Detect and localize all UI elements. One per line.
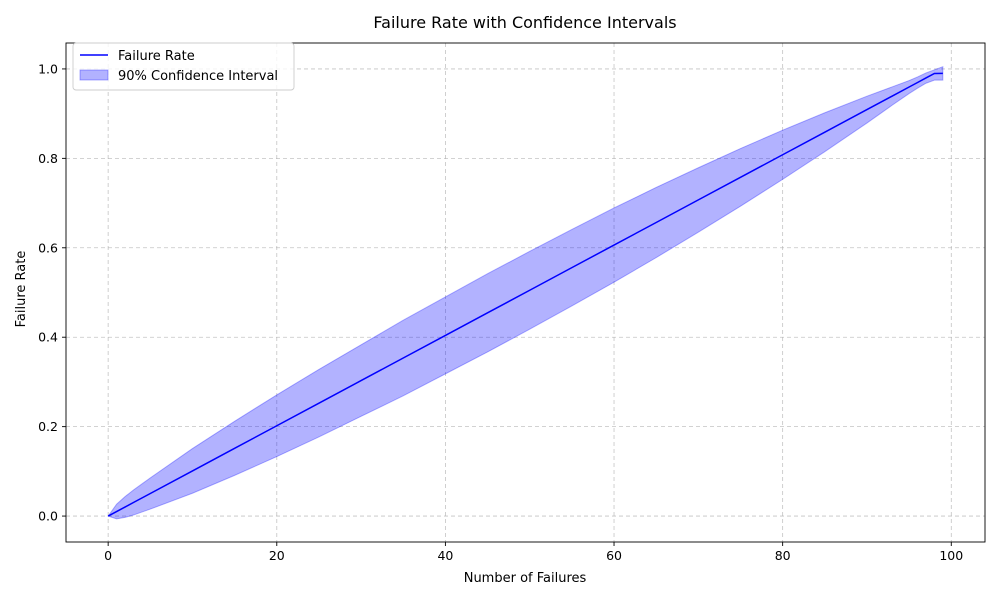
legend: Failure Rate 90% Confidence Interval — [72, 42, 295, 91]
axis-ticks: 0 20 40 60 80 100 0.0 0.2 0.4 0.6 0.8 1.0 — [38, 61, 963, 563]
x-tick-label: 80 — [775, 548, 791, 563]
y-tick-label: 0.0 — [38, 509, 58, 524]
legend-frame — [72, 42, 295, 91]
chart-title: Failure Rate with Confidence Intervals — [373, 13, 676, 32]
x-axis-label: Number of Failures — [464, 571, 587, 586]
x-tick-label: 0 — [104, 548, 112, 563]
x-tick-label: 100 — [939, 548, 963, 563]
y-tick-label: 0.4 — [38, 330, 58, 345]
y-tick-label: 0.2 — [38, 419, 58, 434]
legend-band-swatch — [79, 69, 109, 81]
legend-label-failure-rate: Failure Rate — [118, 49, 195, 64]
grid — [66, 43, 985, 542]
x-tick-label: 20 — [269, 548, 285, 563]
y-tick-label: 1.0 — [38, 61, 58, 76]
plot-area-frame — [65, 42, 986, 543]
y-tick-label: 0.8 — [38, 151, 58, 166]
failure-rate-line — [107, 72, 943, 517]
x-tick-label: 40 — [437, 548, 453, 563]
legend-label-confidence-interval: 90% Confidence Interval — [118, 69, 278, 84]
y-axis-label: Failure Rate — [14, 251, 29, 328]
y-tick-label: 0.6 — [38, 240, 58, 255]
x-tick-label: 60 — [606, 548, 622, 563]
